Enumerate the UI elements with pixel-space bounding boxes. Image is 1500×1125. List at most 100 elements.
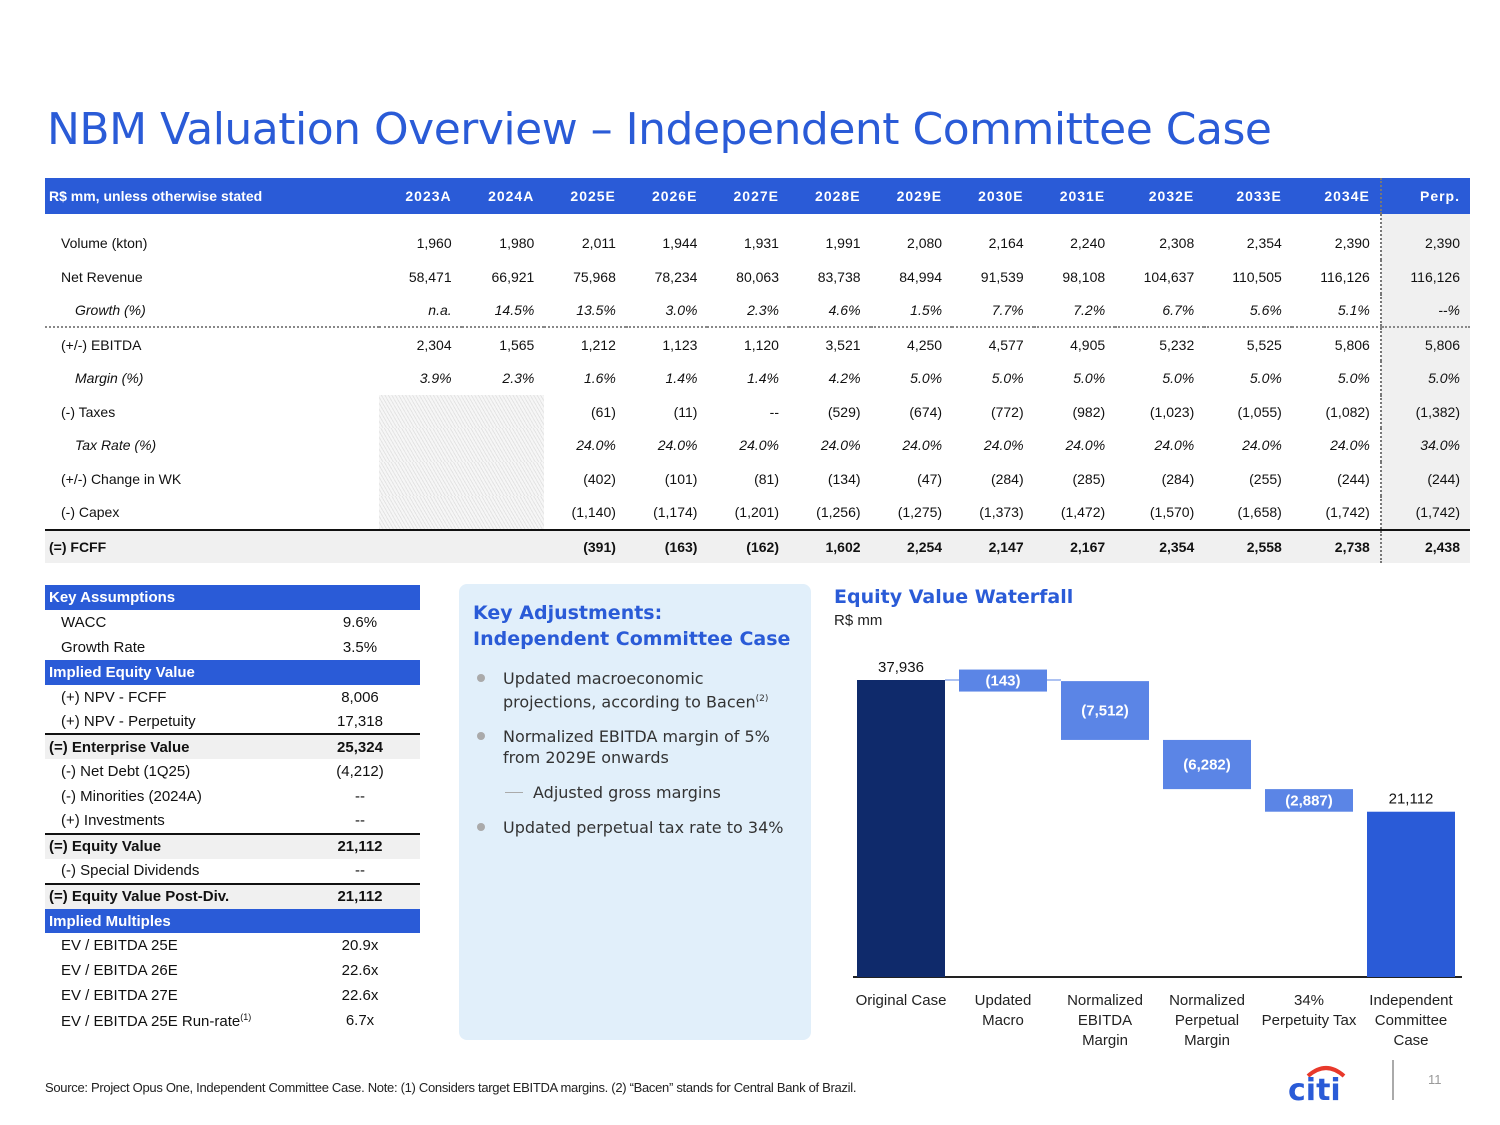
assumption-label-text: EV / EBITDA 25E Run-rate <box>61 1012 241 1030</box>
assumption-label: EV / EBITDA 25E <box>45 933 300 958</box>
key-adjustments-title: Key Adjustments: Independent Committee C… <box>473 602 791 650</box>
table-cell: 1,123 <box>662 336 698 353</box>
table-cell: 5.0% <box>1249 369 1282 386</box>
table-cell: 1.6% <box>583 369 616 386</box>
chart-subtitle: R$ mm <box>834 612 883 629</box>
table-cell: 5.0% <box>991 369 1024 386</box>
assumption-label: (+) Investments <box>45 809 300 834</box>
page-number: 11 <box>1428 1072 1442 1087</box>
assumption-value: 22.6x <box>341 987 379 1005</box>
citi-logo-icon: citi <box>1288 1066 1346 1102</box>
assumption-label-text: (=) Enterprise Value <box>49 738 190 756</box>
data-label: 21,112 <box>1389 791 1434 808</box>
category-label: Normalized Perpetual Margin <box>1169 992 1245 1049</box>
adjustment-text: Adjusted gross margins <box>533 783 721 803</box>
table-cell: 1,991 <box>825 235 861 251</box>
column-header: 2028E <box>788 178 871 214</box>
table-cell: 5.0% <box>910 369 943 386</box>
table-cell: (162) <box>707 528 789 564</box>
assumption-value: -- <box>355 862 365 880</box>
assumption-label-text: EV / EBITDA 27E <box>61 987 178 1005</box>
assumption-label: EV / EBITDA 27E <box>45 983 300 1008</box>
assumption-value: 21,112 <box>300 832 420 859</box>
data-label: (2,887) <box>1285 792 1333 809</box>
table-cell: 110,505 <box>1232 268 1282 285</box>
table-cell: 2.3% <box>502 369 535 386</box>
footnote-marker: (1) <box>240 1011 252 1022</box>
waterfall-bar <box>1061 681 1149 740</box>
assumption-row: (+) Investments -- <box>45 809 420 834</box>
table-cell: (1,140) <box>571 504 616 521</box>
table-cell: 24.0% <box>902 437 943 454</box>
data-label: (7,512) <box>1081 703 1129 720</box>
table-cell: (284) <box>990 470 1024 487</box>
table-cell: 24.0% <box>1330 437 1370 454</box>
table-cell: 58,471 <box>408 268 452 285</box>
assumption-row: EV / EBITDA 27E 22.6x <box>45 983 420 1008</box>
section-header: Key Assumptions <box>45 585 420 610</box>
category-label: 34% Perpetuity Tax <box>1262 992 1357 1029</box>
table-cell: (244) <box>1337 470 1370 487</box>
table-cell: 5.0% <box>1337 369 1370 386</box>
row-label: (-) Taxes <box>61 403 116 420</box>
table-cell: 1,212 <box>580 336 616 353</box>
assumption-row: (-) Net Debt (1Q25) (4,212) <box>45 759 420 784</box>
table-cell: 1,980 <box>499 235 535 251</box>
data-label: (143) <box>985 673 1020 690</box>
table-cell: 116,126 <box>1379 260 1470 294</box>
table-cell: (1,373) <box>979 504 1024 521</box>
assumption-value: -- <box>355 788 365 806</box>
table-cell: (1,472) <box>1060 504 1106 521</box>
table-cell: 5.1% <box>1291 293 1381 329</box>
table-cell: (1,201) <box>734 504 779 521</box>
assumption-label-text: WACC <box>61 613 107 631</box>
assumption-label: Growth Rate <box>45 635 300 660</box>
table-cell: 1,602 <box>788 528 871 564</box>
assumption-value: 8,006 <box>341 688 379 706</box>
row-label: Margin (%) <box>75 369 144 386</box>
column-header: 2026E <box>625 178 708 214</box>
table-cell: 98,108 <box>1062 268 1106 285</box>
chart-title: Equity Value Waterfall <box>834 586 1074 608</box>
table-cell <box>378 462 462 496</box>
header-label: R$ mm, unless otherwise stated <box>45 178 379 214</box>
table-cell: 4,250 <box>907 336 943 353</box>
data-label: (6,282) <box>1183 757 1231 774</box>
assumption-row: EV / EBITDA 25E Run-rate(1) 6.7x <box>45 1008 420 1033</box>
table-cell: (1,742) <box>1379 495 1470 530</box>
row-label: Net Revenue <box>61 268 143 285</box>
assumption-row: (+) NPV - FCFF 8,006 <box>45 685 420 710</box>
assumption-label-text: EV / EBITDA 26E <box>61 962 178 980</box>
key-adjustments-list: Updated macroeconomic projections, accor… <box>473 668 797 838</box>
svg-text:citi: citi <box>1288 1073 1341 1102</box>
table-cell: n.a. <box>378 293 462 329</box>
table-row: (+/-) Change in WK (402) (101) (81) (134) (47… <box>45 462 1470 496</box>
table-cell: (134) <box>827 470 861 487</box>
assumption-label: (-) Net Debt (1Q25) <box>45 759 300 784</box>
dash-icon <box>505 792 523 794</box>
section-header: Implied Multiples <box>45 908 420 934</box>
assumption-row: WACC 9.6% <box>45 610 420 635</box>
table-cell: 4.6% <box>788 293 871 329</box>
table-cell: 1,960 <box>416 235 452 251</box>
table-cell: 1,120 <box>743 336 779 353</box>
table-cell <box>461 462 545 496</box>
category-label: Normalized EBITDA Margin <box>1067 992 1143 1049</box>
table-cell <box>461 428 545 463</box>
table-cell: 5,806 <box>1379 327 1470 362</box>
assumption-row: EV / EBITDA 26E 22.6x <box>45 958 420 983</box>
assumption-label: EV / EBITDA 26E <box>45 958 300 983</box>
table-cell: 24.0% <box>657 437 698 454</box>
table-cell: (1,742) <box>1325 504 1370 521</box>
waterfall-bar <box>1163 739 1251 790</box>
adjustment-text: Updated perpetual tax rate to 34% <box>503 818 784 838</box>
assumption-value: 9.6% <box>342 613 378 631</box>
column-header: 2033E <box>1204 178 1292 214</box>
table-cell: 5.6% <box>1204 293 1292 329</box>
row-label: (+/-) EBITDA <box>61 336 142 353</box>
assumption-label-text: (=) Equity Value <box>49 838 162 856</box>
column-header: 2027E <box>707 178 789 214</box>
section-header: Implied Equity Value <box>45 659 420 685</box>
table-cell: (285) <box>1072 470 1106 487</box>
table-cell: 1,931 <box>743 235 779 251</box>
